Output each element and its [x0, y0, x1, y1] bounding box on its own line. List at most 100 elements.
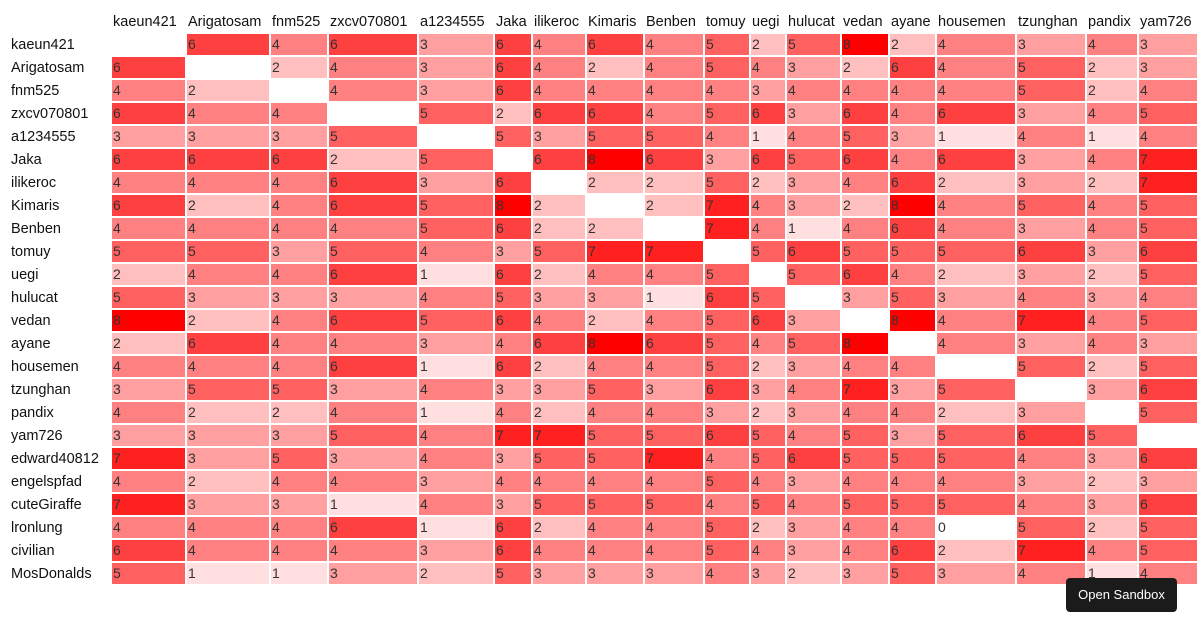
cell-value-label: 4	[1140, 289, 1148, 305]
cell-value-label: 3	[496, 450, 504, 466]
open-sandbox-button[interactable]: Open Sandbox	[1066, 578, 1177, 612]
cell-value-label: 2	[534, 220, 542, 236]
heatmap-cell	[533, 310, 585, 331]
heatmap-cell	[495, 218, 531, 239]
heatmap-cell	[1017, 540, 1085, 561]
cell-value-label: 3	[1088, 450, 1096, 466]
heatmap-cell	[937, 195, 1015, 216]
heatmap-cell	[587, 310, 643, 331]
row-label: uegi	[11, 267, 38, 283]
cell-value-label: 2	[188, 197, 196, 213]
cell-value-label: 2	[1088, 358, 1096, 374]
heatmap-cell	[937, 448, 1015, 469]
cell-value-label: 3	[1140, 36, 1148, 52]
heatmap-cell	[587, 80, 643, 101]
cell-value-label: 4	[330, 542, 338, 558]
cell-value-label: 4	[330, 473, 338, 489]
heatmap-cell	[495, 448, 531, 469]
heatmap-cell	[112, 172, 185, 193]
heatmap-cell	[1139, 172, 1197, 193]
cell-value-label: 6	[1018, 427, 1026, 443]
heatmap-cell	[1017, 126, 1085, 147]
heatmap-cell	[705, 540, 749, 561]
heatmap-cell	[419, 540, 493, 561]
cell-value-label: 3	[496, 496, 504, 512]
heatmap-cell	[587, 425, 643, 446]
heatmap-cell	[1139, 80, 1197, 101]
cell-value-label: 5	[1140, 105, 1148, 121]
cell-value-label: 5	[843, 450, 851, 466]
heatmap-cell	[271, 264, 327, 285]
heatmap-cell	[645, 172, 703, 193]
cell-value-label: 4	[188, 542, 196, 558]
heatmap-cell	[495, 402, 531, 423]
cell-value-label: 6	[496, 82, 504, 98]
cell-value-label: 5	[113, 565, 121, 581]
cell-value-label: 5	[843, 496, 851, 512]
heatmap-cell	[419, 379, 493, 400]
cell-value-label: 2	[496, 105, 504, 121]
heatmap-cell	[495, 494, 531, 515]
heatmap-cell	[587, 379, 643, 400]
heatmap-cell	[842, 517, 888, 538]
cell-value-label: 2	[752, 519, 760, 535]
heatmap-cell	[495, 103, 531, 124]
cell-value-label: 4	[706, 450, 714, 466]
cell-value-label: 4	[272, 312, 280, 328]
cell-value-label: 6	[496, 519, 504, 535]
cell-value-label: 6	[1140, 243, 1148, 259]
cell-value-label: 3	[788, 473, 796, 489]
heatmap-cell	[271, 356, 327, 377]
heatmap-cell	[533, 264, 585, 285]
cell-value-label: 5	[706, 358, 714, 374]
heatmap-cell	[890, 287, 935, 308]
cell-value-label: 3	[891, 427, 899, 443]
cell-value-label: 4	[752, 197, 760, 213]
heatmap-cell	[329, 172, 417, 193]
cell-value-label: 4	[646, 519, 654, 535]
cell-value-label: 2	[188, 82, 196, 98]
cell-value-label: 4	[1088, 36, 1096, 52]
cell-value-label: 4	[646, 358, 654, 374]
cell-value-label: 3	[788, 59, 796, 75]
cell-value-label: 6	[706, 381, 714, 397]
heatmap-cell	[533, 80, 585, 101]
cell-value-label: 4	[496, 473, 504, 489]
heatmap-cell	[751, 241, 785, 262]
heatmap-cell	[1017, 241, 1085, 262]
cell-value-label: 7	[646, 243, 654, 259]
heatmap-cell	[890, 264, 935, 285]
heatmap-cell	[1017, 425, 1085, 446]
heatmap-cell	[495, 563, 531, 584]
cell-value-label: 4	[420, 450, 428, 466]
cell-value-label: 4	[1140, 82, 1148, 98]
heatmap-cell	[112, 333, 185, 354]
heatmap-cell	[645, 517, 703, 538]
heatmap-cell	[937, 517, 1015, 538]
heatmap-cell	[1087, 195, 1137, 216]
cell-value-label: 4	[534, 312, 542, 328]
cell-value-label: 5	[496, 289, 504, 305]
row-label: Jaka	[11, 152, 43, 168]
heatmap-cell	[645, 287, 703, 308]
cell-value-label: 3	[788, 542, 796, 558]
heatmap-cell	[705, 471, 749, 492]
cell-value-label: 4	[646, 266, 654, 282]
heatmap-cell	[112, 425, 185, 446]
cell-value-label: 5	[891, 243, 899, 259]
heatmap-cell	[1087, 172, 1137, 193]
cell-value-label: 7	[843, 381, 851, 397]
heatmap-cell	[890, 356, 935, 377]
cell-value-label: 3	[420, 59, 428, 75]
heatmap-cell	[187, 379, 269, 400]
heatmap-cell	[645, 540, 703, 561]
cell-value-label: 4	[113, 358, 121, 374]
cell-value-label: 3	[788, 312, 796, 328]
heatmap-cell	[329, 494, 417, 515]
cell-value-label: 3	[1018, 151, 1026, 167]
heatmap-cell	[842, 172, 888, 193]
cell-value-label: 3	[1018, 335, 1026, 351]
cell-value-label: 3	[1018, 36, 1026, 52]
heatmap-cell	[187, 34, 269, 55]
cell-value-label: 2	[646, 174, 654, 190]
